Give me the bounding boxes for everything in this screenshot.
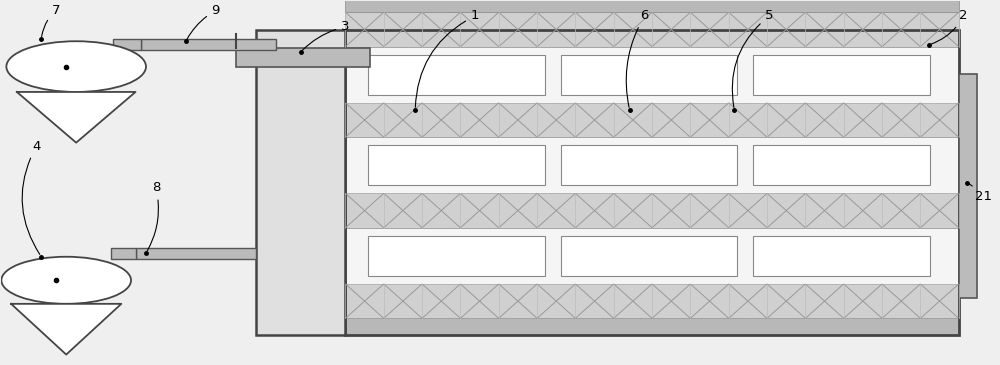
Bar — [256, 30, 345, 335]
Bar — [111, 248, 136, 258]
Bar — [368, 236, 545, 276]
Text: 2: 2 — [931, 9, 968, 44]
Bar — [368, 55, 545, 95]
Circle shape — [1, 257, 131, 304]
Polygon shape — [11, 304, 121, 354]
Bar — [345, 193, 959, 228]
Bar — [753, 55, 930, 95]
Bar — [345, 12, 959, 47]
Bar — [561, 55, 737, 95]
Bar — [236, 49, 370, 66]
Text: 5: 5 — [732, 9, 774, 107]
Polygon shape — [17, 92, 136, 143]
Text: 21: 21 — [969, 184, 992, 204]
Bar — [141, 39, 276, 50]
Bar — [753, 236, 930, 276]
Text: 6: 6 — [626, 9, 649, 107]
Bar — [345, 30, 959, 335]
Circle shape — [6, 41, 146, 92]
Bar — [345, 284, 959, 318]
Bar — [959, 74, 977, 299]
Bar — [345, 318, 959, 335]
Bar — [561, 145, 737, 185]
Text: 4: 4 — [22, 140, 40, 254]
Bar — [561, 236, 737, 276]
Text: 7: 7 — [42, 4, 60, 37]
Text: 3: 3 — [303, 20, 350, 50]
Bar — [136, 248, 256, 258]
Bar — [345, 47, 959, 103]
Bar — [345, 0, 959, 12]
Bar — [753, 145, 930, 185]
Text: 1: 1 — [415, 9, 479, 107]
Text: 8: 8 — [147, 181, 160, 251]
Bar — [345, 137, 959, 193]
Text: 9: 9 — [187, 4, 220, 39]
Bar — [368, 145, 545, 185]
Bar — [345, 103, 959, 137]
Bar — [113, 39, 141, 50]
Bar — [345, 228, 959, 284]
